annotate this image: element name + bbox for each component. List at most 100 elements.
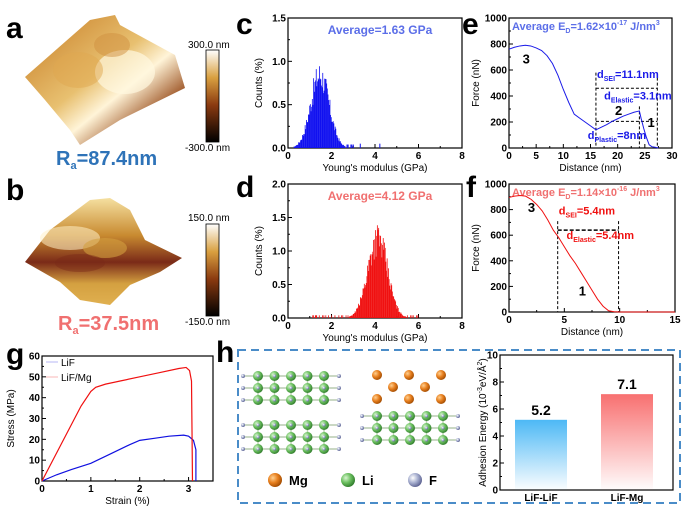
x-tick-label: LiF-LiF: [524, 493, 557, 504]
histogram-bar: [334, 315, 336, 318]
x-tick-label: 8: [459, 321, 465, 332]
histogram-bar: [317, 78, 319, 148]
atom-f: [424, 426, 429, 430]
atom-mg: [436, 370, 446, 380]
y-tick-label: 400: [490, 256, 507, 267]
histogram-bar: [359, 305, 361, 318]
histogram-bar: [368, 259, 370, 318]
atom-f: [337, 398, 341, 402]
atom-f: [272, 423, 277, 427]
atom-f: [456, 426, 460, 430]
atom-f: [424, 414, 429, 418]
histogram-bar: [365, 285, 367, 318]
x-tick-label: 25: [639, 151, 651, 162]
histogram-bar: [344, 145, 346, 148]
atom-f: [408, 426, 412, 430]
histogram-bar: [392, 296, 394, 318]
distance-annotation: dElastic=3.1nm: [604, 90, 672, 104]
histogram-bar: [353, 313, 355, 318]
histogram-bar: [371, 254, 373, 318]
region-label: 1: [579, 283, 586, 298]
panel-label-e: e: [462, 8, 479, 41]
histogram-bar: [319, 66, 320, 148]
x-tick-label: 10: [614, 315, 626, 326]
force-curve: [508, 195, 675, 313]
histogram-bar: [342, 144, 344, 148]
atom-f: [456, 414, 460, 418]
histogram-bar: [359, 143, 361, 148]
histogram-bar: [384, 242, 385, 318]
x-axis-label: Young's modulus (GPa): [323, 163, 428, 174]
chart-title: Average ED=1.14×10-16 J/nm3: [512, 186, 660, 201]
atom-f: [256, 374, 260, 378]
y-tick-label: 1.5: [272, 14, 286, 25]
histogram-bar: [403, 316, 404, 318]
histogram-bar: [350, 316, 352, 318]
histogram-bar: [402, 315, 404, 318]
y-tick-label: 0: [501, 308, 507, 319]
histogram-bar: [342, 315, 344, 318]
annotation-part: =8nm: [617, 130, 646, 142]
region-label: 1: [648, 115, 655, 130]
atom-f: [391, 438, 396, 442]
ylabel-part: Adhesion Energy (10: [478, 393, 489, 487]
scale-max-b: 150.0 nm: [188, 213, 230, 224]
histogram-bar: [310, 111, 312, 148]
histogram-bar: [349, 316, 351, 318]
histogram-bar: [328, 315, 329, 318]
histogram-bar: [358, 305, 360, 318]
histogram-bar: [395, 301, 397, 318]
histogram-bar: [377, 229, 379, 318]
histogram-bar: [323, 93, 324, 148]
histogram-bar: [369, 255, 371, 318]
histogram-bar: [391, 291, 393, 318]
y-tick-label: 20: [29, 435, 41, 446]
atom-mg: [404, 370, 414, 380]
histogram-bar: [386, 258, 388, 318]
histogram-bar: [335, 128, 337, 148]
atom-f: [322, 423, 326, 427]
histogram-bar: [406, 315, 408, 318]
histogram-bar: [363, 283, 365, 318]
crystal-structures: [241, 370, 460, 454]
atom-legend-label: F: [429, 473, 437, 488]
y-tick-label: 600: [490, 231, 507, 242]
ylabel-part: eV/Å: [476, 365, 489, 387]
histogram-bar: [398, 312, 400, 318]
atom-f: [375, 426, 379, 430]
title-sup: 3: [656, 20, 660, 27]
title-part: J/nm: [627, 187, 656, 199]
atom-f: [441, 414, 445, 418]
annotation-part: d: [597, 69, 604, 81]
histogram-bar: [311, 106, 313, 148]
histogram-bar: [322, 315, 323, 318]
x-tick-label: 5: [562, 315, 568, 326]
histogram-bar: [390, 289, 391, 318]
histogram-bar: [378, 246, 380, 318]
histogram-bar: [301, 139, 303, 148]
y-tick-label: 400: [490, 92, 507, 103]
y-tick-label: 0.5: [272, 100, 286, 111]
x-tick-label: 15: [669, 315, 681, 326]
histogram-bar: [363, 288, 365, 318]
y-tick-label: 6: [492, 405, 498, 416]
region-label: 3: [523, 52, 530, 67]
series-lif-mg: [41, 366, 194, 482]
histogram-bar: [354, 311, 356, 318]
atom-mg: [372, 394, 382, 404]
histogram-bar: [317, 81, 318, 148]
atom-f: [305, 374, 310, 378]
annotation-part: =5.4nm: [596, 230, 634, 242]
histogram-bar: [331, 121, 333, 148]
x-tick-label: 2: [329, 321, 335, 332]
histogram-bar: [334, 130, 335, 148]
histogram-bar: [404, 316, 406, 318]
atom-f: [322, 398, 326, 402]
histogram-bar: [338, 138, 340, 148]
y-tick-label: 0: [492, 486, 498, 497]
atom-f: [337, 386, 341, 390]
histogram-bar: [393, 298, 395, 318]
distance-annotation: dPlastic=8nm: [588, 130, 647, 144]
y-tick-label: 1000: [485, 180, 508, 191]
